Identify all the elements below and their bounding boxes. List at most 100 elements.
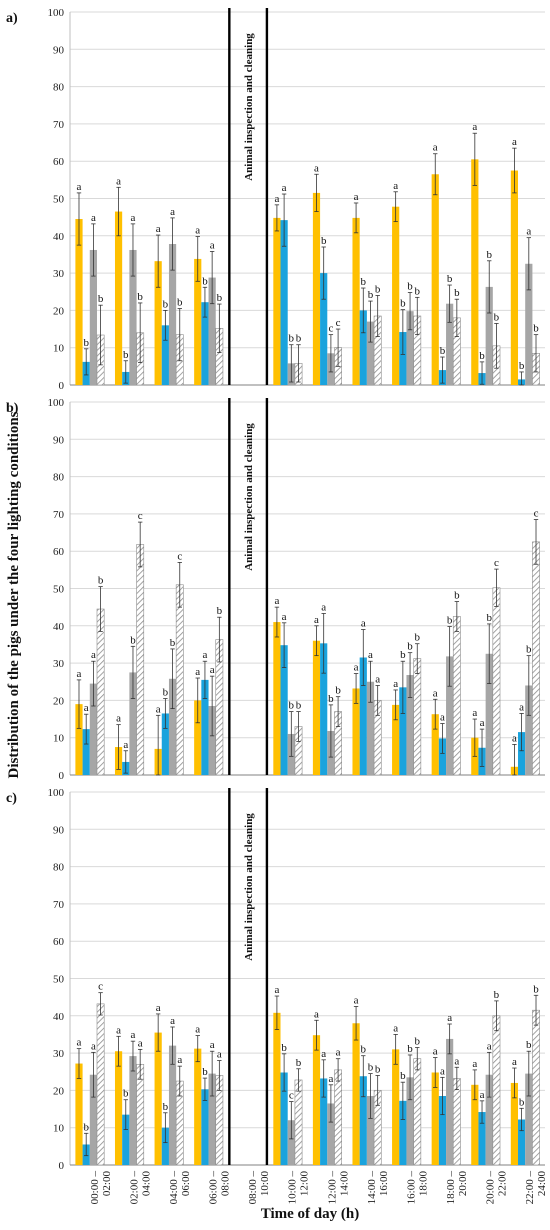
significance-letter: a — [440, 712, 445, 724]
significance-letter: b — [98, 575, 104, 587]
bar-gray — [129, 1056, 137, 1165]
bar-blue — [201, 1089, 209, 1165]
bar-orange — [392, 206, 400, 385]
bar-blue — [320, 1078, 328, 1165]
chart-panel-b: 0 10 20 30 40 50 60 70 80 90 100 b) Animal inspectio… — [6, 397, 545, 782]
significance-letter: a — [91, 649, 96, 661]
significance-letter: b — [415, 285, 421, 297]
significance-letter: a — [328, 1073, 333, 1085]
significance-letter: a — [210, 664, 215, 676]
bar-orange — [352, 1023, 360, 1165]
bar-orange — [392, 1049, 400, 1165]
y-tick-label: 20 — [53, 1085, 65, 1097]
bar-hatch — [492, 1015, 501, 1166]
significance-letter: b — [533, 983, 539, 995]
significance-letter: a — [195, 666, 200, 678]
bar-blue — [320, 273, 328, 385]
bar-orange — [352, 217, 360, 385]
y-tick-label: 90 — [53, 44, 65, 56]
significance-letter: a — [336, 1047, 341, 1059]
bar-gray — [89, 249, 97, 385]
bar-hatch — [294, 1079, 303, 1166]
y-tick-label: 0 — [59, 1160, 65, 1172]
significance-letter: b — [289, 700, 295, 712]
significance-letter: b — [83, 337, 89, 349]
bar-hatch — [492, 587, 501, 776]
bar-blue — [518, 1119, 526, 1165]
bar-blue — [399, 687, 407, 775]
bar-orange — [114, 211, 123, 385]
significance-letter: a — [480, 1089, 485, 1101]
significance-letter: a — [314, 162, 319, 174]
significance-letter: b — [486, 249, 492, 261]
bar-gray — [89, 1074, 97, 1165]
significance-letter: a — [375, 673, 380, 685]
significance-letter: a — [210, 239, 215, 251]
significance-letter: a — [77, 181, 82, 193]
y-tick-label: 60 — [53, 156, 65, 168]
y-tick-label: 60 — [53, 936, 65, 948]
significance-letter: a — [116, 713, 121, 725]
bar-orange — [114, 1051, 123, 1165]
bar-orange — [154, 1032, 162, 1165]
bar-gray — [485, 1074, 493, 1165]
significance-letter: a — [195, 1024, 200, 1036]
bar-gray — [89, 683, 97, 775]
significance-letter: a — [314, 1008, 319, 1020]
significance-letter: b — [202, 275, 208, 287]
y-tick-label: 100 — [48, 787, 65, 799]
significance-letter: b — [486, 612, 492, 624]
significance-letter: b — [407, 641, 413, 653]
y-tick-label: 10 — [53, 733, 65, 745]
bar-blue — [161, 325, 169, 385]
significance-letter: b — [368, 289, 374, 301]
significance-letter: a — [274, 595, 279, 607]
bar-blue — [359, 657, 367, 775]
bar-blue — [438, 1095, 447, 1165]
y-tick-label: 0 — [59, 380, 65, 392]
bar-gray — [485, 653, 493, 775]
bar-blue — [161, 1127, 169, 1165]
significance-letter: b — [217, 292, 223, 304]
chart-panel-a: 0 10 20 30 40 50 60 70 80 90 100 a) Animal inspectio… — [6, 7, 545, 392]
significance-letter: a — [195, 225, 200, 237]
significance-letter: a — [116, 175, 121, 187]
bar-gray — [366, 321, 375, 385]
significance-letter: a — [314, 614, 319, 626]
significance-letter: a — [393, 1022, 398, 1034]
bar-gray — [168, 1045, 177, 1165]
y-tick-label: 10 — [53, 1123, 65, 1135]
significance-letter: a — [393, 180, 398, 192]
significance-letter: a — [519, 701, 524, 713]
significance-letter: b — [361, 276, 367, 288]
significance-letter: b — [328, 693, 334, 705]
bar-orange — [75, 219, 83, 385]
bar-hatch — [532, 1009, 540, 1166]
significance-letter: b — [440, 345, 446, 357]
x-tick-label: 12:00 –14:00 — [326, 1171, 350, 1205]
y-axis-title: Distribution of the pigs under the four … — [6, 411, 22, 778]
y-tick-label: 10 — [53, 343, 65, 355]
y-tick-label: 90 — [53, 434, 65, 446]
significance-letter: b — [400, 298, 406, 310]
significance-letter: a — [156, 223, 161, 235]
significance-letter: a — [433, 1046, 438, 1058]
significance-letter: a — [512, 1056, 517, 1068]
x-tick-label: 02:00 –04:00 — [128, 1171, 152, 1205]
bar-gray — [366, 681, 375, 775]
y-tick-label: 70 — [53, 899, 65, 911]
bar-gray — [208, 1073, 216, 1165]
significance-letter: b — [170, 637, 176, 649]
y-tick-label: 70 — [53, 119, 65, 131]
significance-letter: a — [512, 136, 517, 148]
bar-orange — [471, 1084, 479, 1165]
bar-orange — [75, 1063, 83, 1165]
bar-hatch — [136, 544, 145, 776]
significance-letter: b — [163, 687, 169, 699]
bar-gray — [168, 244, 177, 385]
bar-orange — [312, 1035, 321, 1165]
x-tick-label: 16:00 –18:00 — [405, 1171, 429, 1205]
bar-orange — [194, 1048, 202, 1165]
significance-letter: b — [130, 634, 136, 646]
bar-orange — [510, 170, 519, 385]
